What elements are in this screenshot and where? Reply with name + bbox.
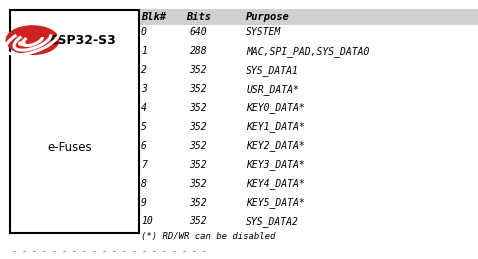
- Text: 0: 0: [141, 27, 147, 37]
- Text: 352: 352: [190, 122, 207, 132]
- Text: 352: 352: [190, 84, 207, 94]
- Text: 352: 352: [190, 103, 207, 113]
- Text: 352: 352: [190, 217, 207, 226]
- Text: SYS_DATA2: SYS_DATA2: [246, 216, 299, 227]
- Text: 352: 352: [190, 141, 207, 151]
- Text: 10: 10: [141, 217, 153, 226]
- Text: 8: 8: [141, 179, 147, 189]
- Text: 352: 352: [190, 198, 207, 207]
- Text: 3: 3: [141, 84, 147, 94]
- Text: 5: 5: [141, 122, 147, 132]
- Text: 352: 352: [190, 160, 207, 170]
- Text: 288: 288: [190, 46, 207, 56]
- Text: SYS_DATA1: SYS_DATA1: [246, 65, 299, 76]
- Text: KEY2_DATA*: KEY2_DATA*: [246, 140, 305, 151]
- Text: (*) RD/WR can be disabled: (*) RD/WR can be disabled: [141, 233, 275, 241]
- Text: 2: 2: [141, 65, 147, 75]
- Text: 6: 6: [141, 141, 147, 151]
- Text: KEY5_DATA*: KEY5_DATA*: [246, 197, 305, 208]
- Circle shape: [19, 42, 25, 45]
- Text: SYSTEM: SYSTEM: [246, 27, 282, 37]
- Text: KEY4_DATA*: KEY4_DATA*: [246, 178, 305, 189]
- Text: - - - - - - - - - - - - - - - - - - - -: - - - - - - - - - - - - - - - - - - - -: [12, 247, 212, 256]
- Text: MAC,SPI_PAD,SYS_DATA0: MAC,SPI_PAD,SYS_DATA0: [246, 46, 369, 57]
- Bar: [136, 9, 478, 25]
- Text: e-Fuses: e-Fuses: [47, 141, 92, 154]
- Text: 640: 640: [190, 27, 207, 37]
- Circle shape: [6, 26, 59, 54]
- Text: Purpose: Purpose: [246, 12, 290, 22]
- Text: 4: 4: [141, 103, 147, 113]
- Text: KEY1_DATA*: KEY1_DATA*: [246, 121, 305, 132]
- Text: Blk#: Blk#: [141, 12, 166, 22]
- Text: 352: 352: [190, 65, 207, 75]
- Text: 352: 352: [190, 179, 207, 189]
- Text: Bits: Bits: [186, 12, 211, 22]
- Text: 1: 1: [141, 46, 147, 56]
- Text: KEY3_DATA*: KEY3_DATA*: [246, 159, 305, 170]
- Text: 9: 9: [141, 198, 147, 207]
- Text: KEY0_DATA*: KEY0_DATA*: [246, 103, 305, 113]
- Text: 7: 7: [141, 160, 147, 170]
- Text: USR_DATA*: USR_DATA*: [246, 84, 299, 95]
- Text: ESP32-S3: ESP32-S3: [50, 34, 117, 47]
- Bar: [10, 10, 139, 233]
